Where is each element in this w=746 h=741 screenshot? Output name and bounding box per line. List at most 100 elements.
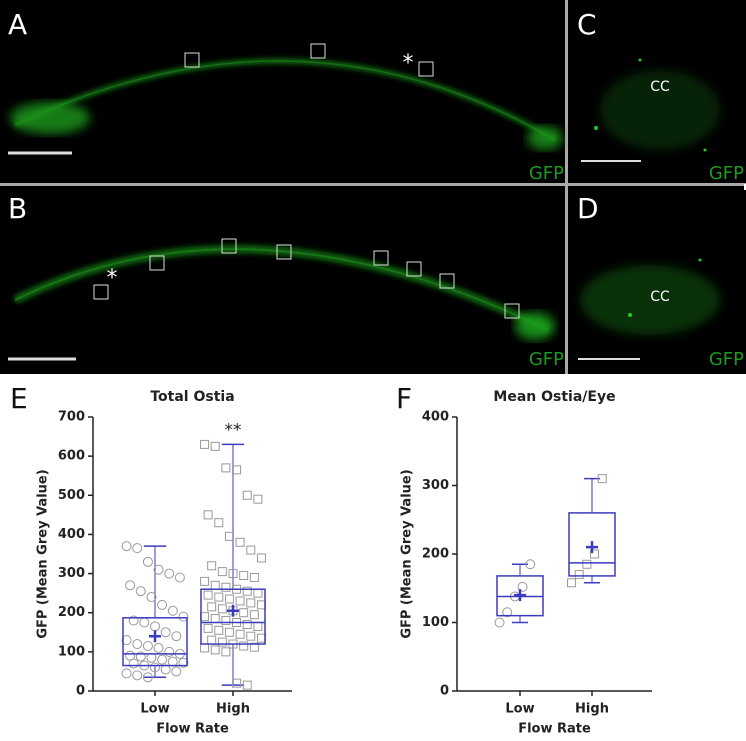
data-point bbox=[142, 556, 153, 567]
data-point bbox=[525, 559, 536, 570]
y-tick-label: 0 bbox=[76, 684, 85, 699]
x-tick-label: Low bbox=[505, 702, 534, 717]
annotation: CC bbox=[650, 289, 670, 305]
data-point bbox=[135, 651, 146, 662]
data-point bbox=[224, 627, 234, 637]
data-point bbox=[200, 576, 210, 586]
data-point bbox=[246, 598, 256, 608]
y-tick-label: 100 bbox=[422, 615, 449, 630]
data-point bbox=[517, 581, 528, 592]
data-point bbox=[235, 537, 245, 547]
data-point bbox=[256, 600, 266, 610]
data-point bbox=[160, 664, 171, 675]
chart-title: Total Ostia bbox=[150, 389, 234, 405]
data-point bbox=[121, 635, 132, 646]
data-point bbox=[171, 631, 182, 642]
data-point bbox=[160, 627, 171, 638]
y-tick-label: 400 bbox=[422, 410, 449, 425]
panel-label: E bbox=[10, 382, 28, 415]
micrograph-b bbox=[8, 238, 555, 361]
x-axis-label: Flow Rate bbox=[518, 722, 591, 737]
data-point bbox=[239, 571, 249, 581]
data-point bbox=[232, 678, 242, 688]
stain-label: GFP bbox=[529, 163, 564, 184]
data-point bbox=[157, 654, 168, 665]
data-point bbox=[207, 561, 217, 571]
data-point bbox=[224, 594, 234, 604]
panel-label: A bbox=[8, 8, 27, 41]
data-point bbox=[253, 621, 263, 631]
data-point bbox=[256, 633, 266, 643]
mean-marker bbox=[149, 630, 161, 643]
panel-label: D bbox=[577, 192, 599, 225]
data-point bbox=[494, 617, 505, 628]
data-point bbox=[164, 646, 175, 657]
mean-marker bbox=[514, 589, 526, 602]
data-point bbox=[597, 474, 607, 484]
data-point bbox=[214, 592, 224, 602]
data-point bbox=[146, 592, 157, 603]
data-point bbox=[249, 610, 259, 620]
data-point bbox=[221, 616, 231, 626]
data-point bbox=[153, 564, 164, 575]
data-point bbox=[200, 643, 210, 653]
data-point bbox=[221, 647, 231, 657]
data-point bbox=[174, 572, 185, 583]
data-point bbox=[139, 617, 150, 628]
data-point bbox=[567, 578, 577, 588]
data-point bbox=[242, 586, 252, 596]
data-point bbox=[150, 621, 160, 632]
data-point bbox=[221, 463, 231, 473]
data-point bbox=[574, 570, 584, 580]
data-point bbox=[590, 549, 600, 559]
x-tick-label: High bbox=[575, 702, 609, 717]
stain-label: GFP bbox=[529, 349, 564, 370]
data-point bbox=[121, 541, 132, 552]
data-point bbox=[214, 625, 224, 635]
data-point bbox=[153, 642, 164, 653]
data-point bbox=[232, 465, 242, 475]
chart-title: Mean Ostia/Eye bbox=[493, 389, 615, 405]
data-point bbox=[242, 680, 252, 690]
x-tick-label: High bbox=[216, 702, 250, 717]
data-point bbox=[178, 657, 189, 668]
y-tick-label: 0 bbox=[440, 684, 449, 699]
data-point bbox=[135, 586, 146, 597]
data-point bbox=[221, 582, 231, 592]
x-axis-label: Flow Rate bbox=[156, 722, 229, 737]
border bbox=[744, 184, 746, 190]
y-tick-label: 300 bbox=[58, 566, 85, 581]
data-point bbox=[217, 604, 227, 614]
y-tick-label: 300 bbox=[422, 478, 449, 493]
box bbox=[568, 512, 616, 577]
data-point bbox=[146, 652, 157, 663]
data-point bbox=[228, 569, 238, 579]
data-point bbox=[224, 531, 234, 541]
data-point bbox=[132, 543, 143, 554]
data-point bbox=[235, 596, 245, 606]
y-tick-label: 500 bbox=[58, 488, 85, 503]
data-point bbox=[125, 580, 136, 591]
y-tick-label: 400 bbox=[58, 527, 85, 542]
data-point bbox=[164, 568, 175, 579]
data-point bbox=[502, 607, 513, 618]
data-point bbox=[235, 629, 245, 639]
data-point bbox=[142, 672, 153, 683]
data-point bbox=[214, 518, 224, 528]
panel-label: B bbox=[8, 192, 27, 225]
data-point bbox=[253, 588, 263, 598]
data-point bbox=[167, 656, 178, 667]
data-point bbox=[210, 580, 220, 590]
data-point bbox=[239, 608, 249, 618]
data-point bbox=[239, 641, 249, 651]
data-point bbox=[249, 642, 259, 652]
data-point bbox=[121, 668, 132, 679]
data-point bbox=[249, 572, 259, 582]
box bbox=[122, 617, 188, 667]
y-tick-label: 700 bbox=[58, 410, 85, 425]
data-point bbox=[253, 494, 263, 504]
data-point bbox=[582, 559, 592, 569]
significance-label: ** bbox=[225, 420, 242, 440]
y-tick-label: 200 bbox=[58, 605, 85, 620]
